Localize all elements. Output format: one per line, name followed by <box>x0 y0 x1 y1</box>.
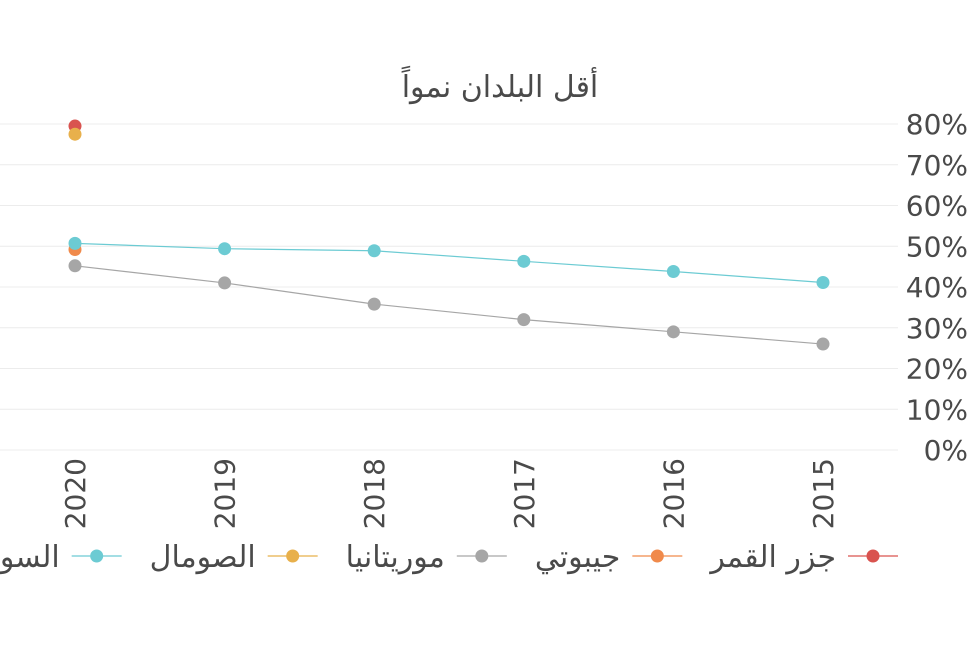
data-point[interactable] <box>218 276 232 290</box>
data-point[interactable] <box>666 265 680 279</box>
legend-item[interactable]: جيبوتي <box>535 540 683 575</box>
series-line <box>74 265 824 345</box>
data-point[interactable] <box>517 254 531 268</box>
y-tick-label: 20% <box>906 353 968 386</box>
data-point[interactable] <box>68 236 82 250</box>
legend-swatch-dot <box>866 549 880 563</box>
data-point[interactable] <box>68 259 82 273</box>
x-axis-ticks: 2020 2019 2018 2017 2016 2015 <box>59 458 840 529</box>
series-line <box>74 242 824 284</box>
y-tick-label: 0% <box>924 434 968 467</box>
series <box>68 259 830 351</box>
data-point[interactable] <box>517 313 531 327</box>
series <box>68 236 830 290</box>
legend-label: جيبوتي <box>535 540 621 575</box>
legend-label: السودان <box>0 540 60 575</box>
legend: جزر القمر جيبوتي موريتانيا الصومال السودان <box>0 540 898 575</box>
legend-item[interactable]: موريتانيا <box>346 540 507 575</box>
legend-item[interactable]: جزر القمر <box>708 540 898 575</box>
x-tick-label: 2018 <box>358 458 391 529</box>
legend-label: موريتانيا <box>346 540 445 575</box>
y-axis-ticks: 0% 10% 20% 30% 40% 50% 60% 70% 80% <box>906 108 968 467</box>
y-tick-label: 10% <box>906 393 968 426</box>
x-tick-label: 2019 <box>209 458 242 529</box>
legend-swatch-dot <box>90 549 104 563</box>
data-point[interactable] <box>218 242 232 256</box>
data-point[interactable] <box>367 244 381 258</box>
chart-title: أقل البلدان نمواً <box>401 65 598 105</box>
legend-swatch-dot <box>475 549 489 563</box>
x-tick-label: 2016 <box>657 458 690 529</box>
y-tick-label: 60% <box>906 190 968 223</box>
series <box>68 127 82 141</box>
legend-item[interactable]: السودان <box>0 540 122 575</box>
x-tick-label: 2020 <box>59 458 92 529</box>
x-tick-label: 2017 <box>508 458 541 529</box>
grid-lines <box>0 123 898 451</box>
data-point[interactable] <box>816 337 830 351</box>
x-tick-label: 2015 <box>807 458 840 529</box>
y-tick-label: 80% <box>906 108 968 141</box>
legend-swatch-dot <box>286 549 300 563</box>
series-layer <box>68 119 830 351</box>
y-tick-label: 50% <box>906 230 968 263</box>
data-point[interactable] <box>666 325 680 339</box>
legend-item[interactable]: الصومال <box>150 540 318 575</box>
y-tick-label: 70% <box>906 149 968 182</box>
y-tick-label: 40% <box>906 271 968 304</box>
legend-label: الصومال <box>150 540 256 575</box>
data-point[interactable] <box>68 127 82 141</box>
y-tick-label: 30% <box>906 312 968 345</box>
data-point[interactable] <box>816 276 830 290</box>
data-point[interactable] <box>367 297 381 311</box>
legend-label: جزر القمر <box>708 540 836 575</box>
legend-swatch-dot <box>650 549 664 563</box>
